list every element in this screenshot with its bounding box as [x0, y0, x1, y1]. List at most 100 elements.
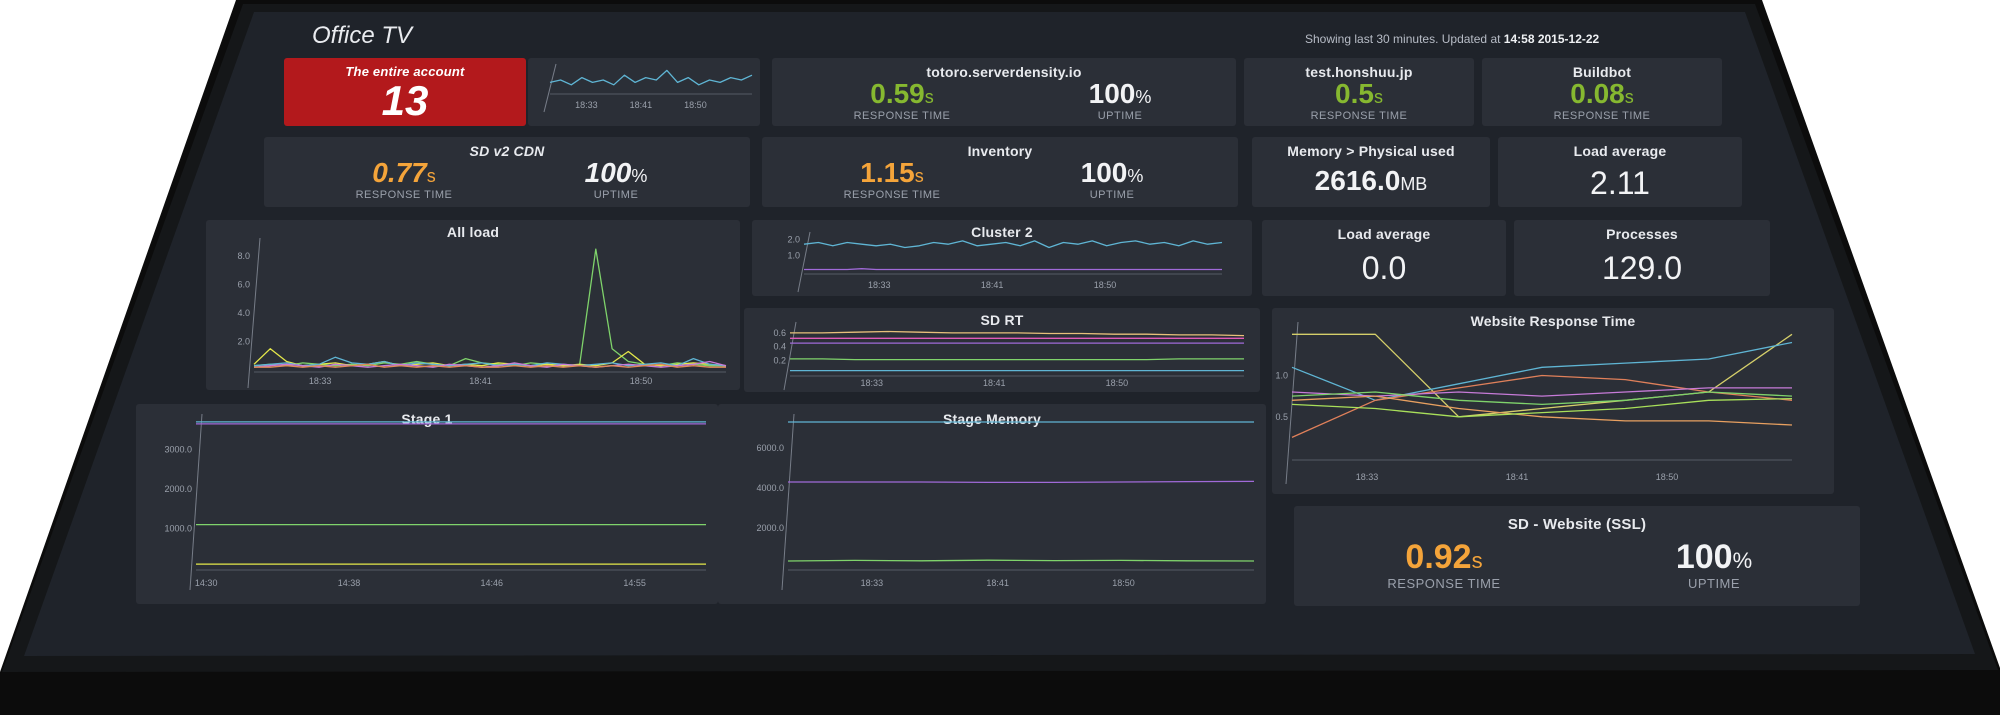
tile-load-average-1[interactable]: Load average 2.11	[1498, 137, 1742, 207]
tile-sparkline[interactable]: 18:33 18:41 18:50	[528, 58, 760, 126]
tile-honshuu[interactable]: test.honshuu.jp 0.5s RESPONSE TIME	[1244, 58, 1474, 126]
series-line-1	[803, 240, 1223, 249]
x-tick-label: 18:50	[1656, 472, 1679, 482]
x-tick-label: 18:50	[630, 376, 653, 386]
y-tick-label: 2.0	[787, 234, 800, 244]
tile-memory-physical-used[interactable]: Memory > Physical used 2616.0MB	[1252, 137, 1490, 207]
series-line-1	[790, 330, 1245, 337]
y-tick-label: 2000.0	[164, 484, 192, 494]
tile-load-average-2[interactable]: Load average 0.0	[1262, 220, 1506, 296]
dashboard-title: Office TV	[312, 22, 413, 49]
tile-buildbot[interactable]: Buildbot 0.08s RESPONSE TIME	[1482, 58, 1722, 126]
tile-website-response-time[interactable]: Website Response Time 0.5 1.0 18:33 18:41 18…	[1272, 308, 1834, 494]
y-axis-line	[247, 237, 261, 389]
y-tick-label: 1000.0	[164, 524, 192, 534]
tile-stage-1[interactable]: Stage 1 1000.0 2000.0 3000.0 14:30 14:38 14:4…	[136, 404, 718, 604]
tile-inventory[interactable]: Inventory 1.15s RESPONSE TIME 100% UPTIM…	[762, 137, 1238, 207]
series-line-4	[790, 358, 1244, 361]
y-tick-label: 6000.0	[756, 443, 784, 453]
sd-rt-chart: 0.2 0.4 0.6 18:33 18:41 18:50	[773, 321, 1245, 391]
tile-cluster-2[interactable]: Cluster 2 1.0 2.0 18:33 18:41 18:50	[752, 220, 1252, 296]
tile-title: Load average	[1573, 143, 1667, 159]
response-time-value: 0.92	[1405, 538, 1472, 576]
y-tick-label: 2000.0	[756, 523, 784, 533]
uptime-metric: 100% UPTIME	[1614, 540, 1814, 591]
uptime-label: UPTIME	[593, 189, 639, 201]
uptime-value: 100	[1675, 538, 1733, 576]
tile-sd-rt[interactable]: SD RT 0.2 0.4 0.6 18:33 18:41 18:50	[744, 308, 1260, 392]
tile-title: SD v2 CDN	[469, 143, 545, 159]
response-time-value: 0.77	[372, 157, 427, 188]
updated-time: 14:58 2015-12-22	[1503, 32, 1600, 46]
response-time-label: RESPONSE TIME	[1553, 110, 1651, 122]
y-tick-label: 8.0	[237, 251, 250, 261]
chart-title: Stage Memory	[942, 411, 1042, 427]
series-line-1	[253, 248, 726, 367]
uptime-label: UPTIME	[1687, 576, 1741, 591]
y-axis-line	[1285, 321, 1299, 485]
series-line-3	[1291, 374, 1793, 438]
tile-title: The entire account	[345, 64, 465, 79]
chart-title: Stage 1	[401, 411, 453, 427]
load-metric: 0.0	[1262, 252, 1506, 284]
response-time-unit: s	[914, 166, 924, 186]
y-tick-label: 0.5	[1275, 412, 1288, 422]
uptime-label: UPTIME	[1089, 189, 1135, 201]
x-tick-label: 18:50	[684, 100, 707, 110]
tile-stage-memory[interactable]: Stage Memory 2000.0 4000.0 6000.0 18:33 18:4…	[718, 404, 1266, 604]
load-metric: 2.11	[1498, 167, 1742, 199]
tile-sd-website-ssl[interactable]: SD - Website (SSL) 0.92s RESPONSE TIME 1…	[1294, 506, 1860, 606]
tile-sd-v2-cdn[interactable]: SD v2 CDN 0.77s RESPONSE TIME 100% UPTIM…	[264, 137, 750, 207]
all-load-chart: 2.0 4.0 6.0 8.0 18:33 18:41 18:50	[237, 237, 727, 389]
processes-value: 129.0	[1601, 250, 1683, 286]
load-value: 2.11	[1590, 165, 1650, 201]
tile-title: Load average	[1337, 226, 1431, 242]
series-line-5	[254, 363, 726, 368]
uptime-metric: 100% UPTIME	[526, 157, 706, 202]
response-time-value: 0.08	[1570, 78, 1625, 109]
response-time-metric: 1.15s RESPONSE TIME	[802, 159, 982, 202]
uptime-metric: 100% UPTIME	[1022, 159, 1202, 202]
x-tick-label: 18:33	[1356, 472, 1379, 482]
response-time-unit: s	[924, 87, 934, 107]
tile-processes[interactable]: Processes 129.0	[1514, 220, 1770, 296]
series-line-3	[787, 559, 1255, 562]
response-time-value: 0.59	[870, 78, 925, 109]
tile-entire-account[interactable]: The entire account 13	[284, 58, 526, 126]
x-tick-label: 18:41	[981, 280, 1004, 290]
y-tick-label: 2.0	[237, 337, 250, 347]
uptime-value: 100	[584, 157, 632, 188]
y-axis-line	[189, 413, 203, 591]
tile-title: Memory > Physical used	[1287, 143, 1455, 159]
tile-title: totoro.serverdensity.io	[926, 64, 1082, 80]
tile-title: SD - Website (SSL)	[1507, 516, 1647, 533]
stage-1-chart: 1000.0 2000.0 3000.0 14:30 14:38 14:46 14:55	[164, 413, 706, 591]
x-tick-label: 18:33	[309, 376, 332, 386]
processes-metric: 129.0	[1514, 252, 1770, 284]
response-time-label: RESPONSE TIME	[1387, 576, 1501, 591]
x-tick-label: 18:50	[1112, 578, 1135, 588]
response-time-unit: s	[1373, 87, 1383, 107]
sparkline-chart: 18:33 18:41 18:50	[543, 63, 753, 113]
chart-title: All load	[446, 224, 500, 240]
website-response-time-chart: 0.5 1.0 18:33 18:41 18:50	[1275, 321, 1793, 485]
series-line-2	[788, 480, 1255, 484]
y-tick-label: 1.0	[1275, 371, 1288, 381]
memory-metric: 2616.0MB	[1252, 167, 1490, 195]
response-time-metric: 0.5s RESPONSE TIME	[1244, 80, 1474, 123]
updated-prefix: Showing last 30 minutes. Updated at	[1305, 32, 1504, 46]
tile-title: Processes	[1606, 226, 1678, 242]
x-tick-label: 18:33	[575, 100, 598, 110]
tile-title: Inventory	[967, 143, 1033, 159]
cluster-2-chart: 1.0 2.0 18:33 18:41 18:50	[787, 231, 1223, 293]
y-tick-label: 1.0	[787, 251, 800, 261]
memory-value: 2616.0	[1314, 165, 1401, 196]
series-line-3	[253, 356, 727, 367]
chart-title: Website Response Time	[1470, 313, 1636, 329]
chart-title: SD RT	[980, 312, 1024, 328]
tile-totoro[interactable]: totoro.serverdensity.io 0.59s RESPONSE T…	[772, 58, 1236, 126]
x-tick-label: 18:41	[983, 378, 1006, 388]
series-line-2	[804, 268, 1222, 271]
uptime-label: UPTIME	[1097, 110, 1143, 122]
tile-all-load[interactable]: All load 2.0 4.0 6.0 8.0 18:33 18:41 18:50	[206, 220, 740, 390]
